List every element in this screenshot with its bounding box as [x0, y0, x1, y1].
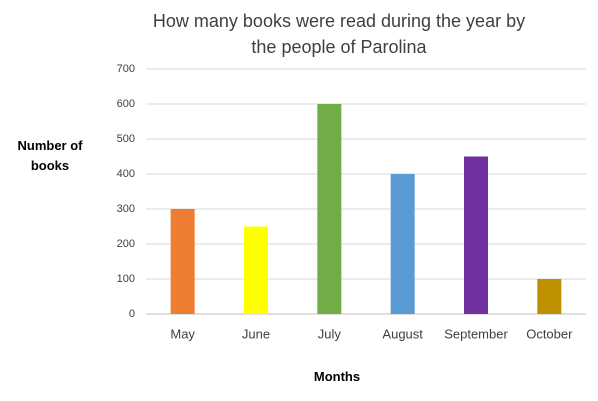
x-tick-label: August: [382, 326, 423, 341]
y-axis-label: Number of books: [17, 138, 83, 173]
bar: [390, 174, 415, 314]
y-tick-label: 200: [117, 238, 135, 250]
chart-title: How many books were read during the year…: [152, 11, 526, 57]
y-tick-label: 600: [117, 98, 135, 110]
y-tick-label: 100: [117, 273, 135, 285]
bar: [537, 279, 562, 314]
y-tick-label: 700: [117, 63, 135, 75]
x-tick-label: September: [444, 326, 508, 341]
x-tick-label: July: [318, 326, 342, 341]
bar: [317, 104, 342, 314]
y-tick-label: 400: [117, 168, 135, 180]
bar: [464, 156, 488, 314]
x-axis-label: Months: [313, 369, 361, 384]
y-tick-label: 0: [129, 308, 135, 320]
y-tick-label: 500: [117, 133, 135, 145]
x-tick-label: June: [242, 326, 270, 341]
x-tick-label: May: [170, 326, 195, 341]
bar: [170, 209, 195, 314]
y-tick-label: 300: [117, 203, 135, 215]
x-tick-label: October: [526, 326, 573, 341]
bar: [244, 226, 268, 314]
